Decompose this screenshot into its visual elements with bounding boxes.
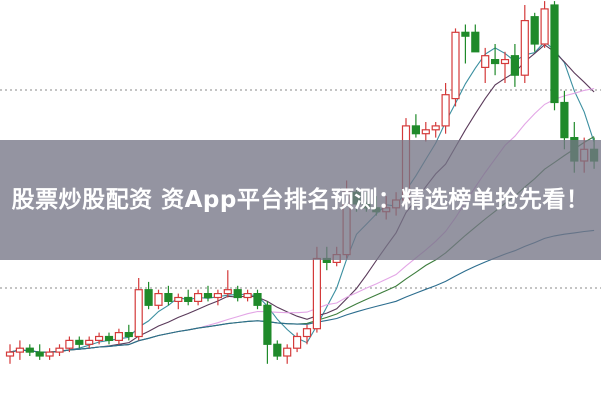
candle-down	[75, 339, 84, 345]
article-title: 股票炒股配资 资App平台排名预测：精选榜单抢先看！	[11, 187, 590, 213]
candle-down	[550, 4, 559, 104]
candle-up	[441, 94, 450, 127]
candle-down	[560, 101, 569, 139]
candle-down	[530, 16, 539, 45]
candle-down	[471, 31, 480, 53]
candle-down	[164, 293, 173, 303]
candle-up	[213, 293, 222, 299]
candle-down	[233, 289, 242, 299]
candle-up	[114, 332, 124, 342]
candle-up	[94, 335, 104, 341]
candle-down	[144, 289, 153, 306]
candle-up	[223, 289, 232, 295]
candle-down	[203, 293, 213, 299]
candle-up	[302, 328, 312, 338]
candle-up	[65, 339, 74, 349]
candle-down	[273, 343, 282, 357]
candle-up	[540, 8, 549, 45]
candle-down	[35, 351, 44, 357]
candle-up	[45, 351, 54, 357]
candle-down	[184, 296, 193, 302]
candle-up	[520, 20, 529, 76]
candle-down	[461, 31, 470, 37]
candle-down	[491, 58, 500, 65]
candle-up	[85, 339, 94, 345]
candle-down	[25, 347, 34, 353]
candle-up	[500, 58, 510, 65]
candle-down	[253, 293, 262, 306]
candle-down	[263, 304, 272, 345]
candle-up	[5, 351, 15, 357]
candle-up	[194, 293, 203, 303]
candle-up	[481, 55, 490, 69]
candle-up	[154, 293, 163, 306]
candle-up	[293, 335, 302, 349]
candle-up	[451, 31, 460, 100]
candle-up	[55, 347, 64, 353]
candle-up	[174, 296, 183, 302]
candle-up	[431, 125, 440, 131]
candle-up	[283, 347, 292, 357]
title-banner: 股票炒股配资 资App平台排名预测：精选榜单抢先看！	[0, 140, 601, 260]
candle-down	[411, 125, 420, 135]
candle-up	[312, 257, 321, 330]
candle-up	[243, 293, 252, 299]
candle-down	[104, 335, 114, 341]
candle-up	[134, 289, 143, 338]
candle-down	[510, 55, 519, 76]
candle-up	[15, 347, 24, 353]
candle-up	[421, 129, 430, 135]
candle-down	[124, 332, 133, 338]
